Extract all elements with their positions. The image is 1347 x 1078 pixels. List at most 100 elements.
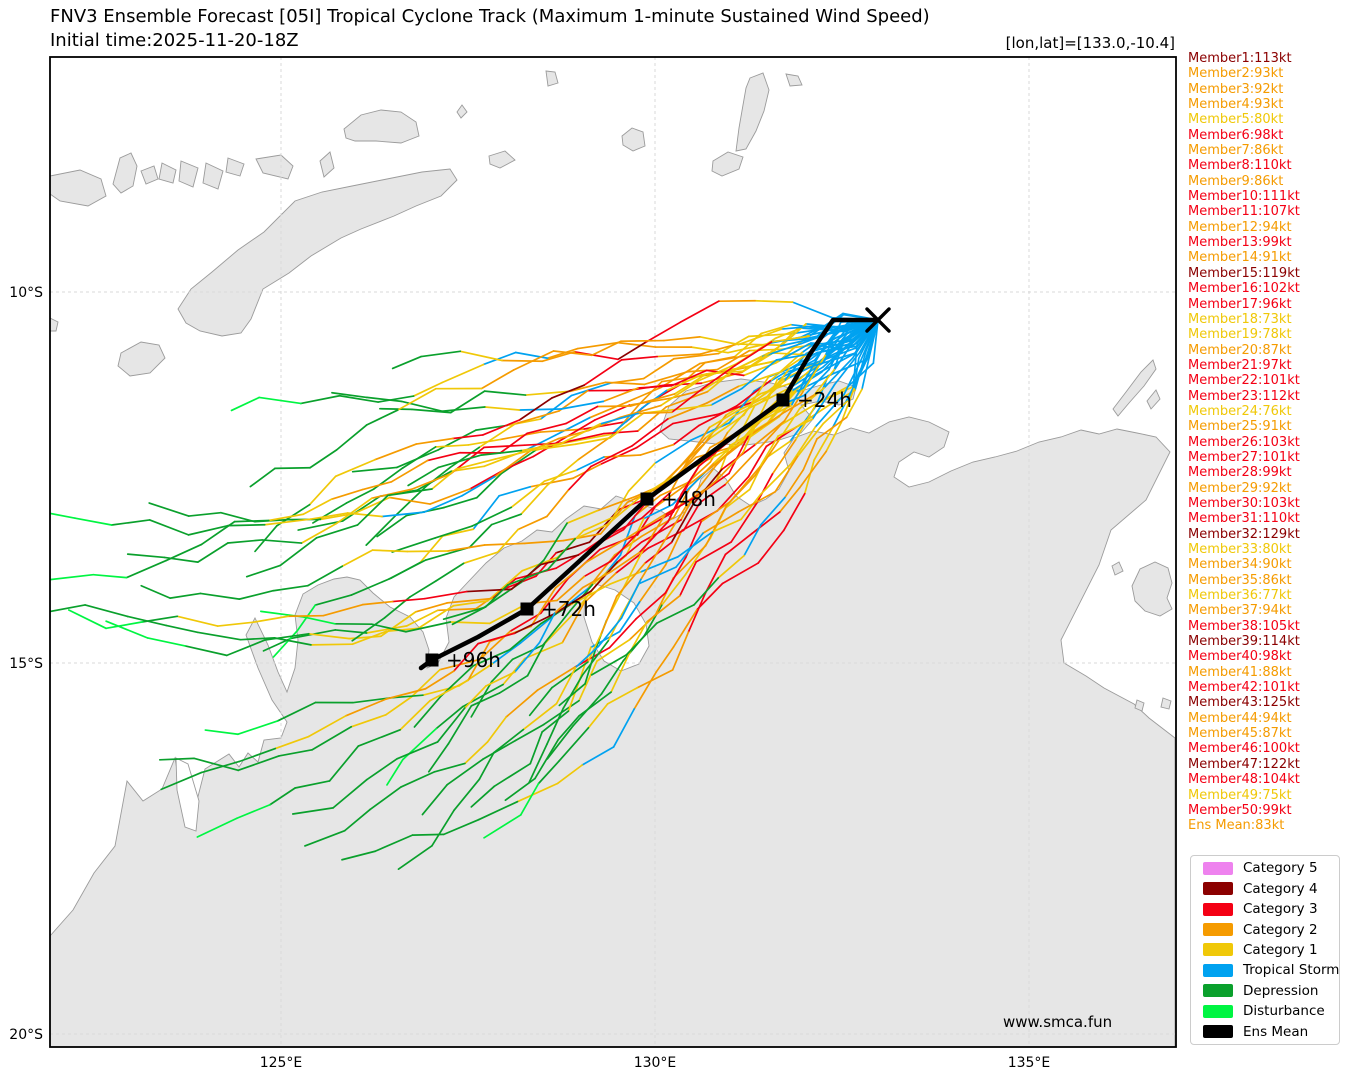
island <box>158 162 177 184</box>
init-time-label: Initial time:2025-11-20-18Z <box>50 30 299 51</box>
island <box>1146 389 1161 410</box>
island <box>1111 561 1124 576</box>
island <box>117 341 166 377</box>
member-wind-entry: Member4:93kt <box>1188 97 1284 113</box>
legend-item: Category 5 <box>1203 859 1339 877</box>
island <box>178 160 199 188</box>
member-wind-entry: Member48:104kt <box>1188 772 1300 788</box>
member-wind-entry: Ens Mean:83kt <box>1188 818 1285 834</box>
legend-label: Depression <box>1243 982 1319 999</box>
member-wind-entry: Member23:112kt <box>1188 388 1300 404</box>
member-wind-entry: Member14:91kt <box>1188 250 1292 266</box>
legend-color-swatch <box>1203 943 1233 957</box>
island <box>456 104 468 119</box>
island <box>50 169 107 207</box>
member-wind-entry: Member30:103kt <box>1188 495 1300 511</box>
forecast-hour-label: +72h <box>541 597 596 621</box>
legend-label: Category 5 <box>1243 860 1318 877</box>
legend-color-swatch <box>1203 1025 1233 1039</box>
forecast-hour-labels: +24h +48h +72h +96h <box>446 388 852 672</box>
member-wind-entry: Member9:86kt <box>1188 173 1284 189</box>
axis-tick-labels: 125°E 130°E 135°E 10°S 15°S 20°S <box>9 285 1050 1071</box>
member-wind-entry: Member43:125kt <box>1188 695 1300 711</box>
member-wind-entry: Member33:80kt <box>1188 542 1292 557</box>
mean-track-point-marker <box>640 492 654 506</box>
member-track <box>245 319 879 578</box>
island <box>140 165 159 185</box>
member-wind-entry: Member41:88kt <box>1188 664 1292 680</box>
member-track <box>105 319 879 657</box>
member-wind-entry: Member8:110kt <box>1188 158 1292 174</box>
member-wind-entry: Member12:94kt <box>1188 219 1292 235</box>
position-readout: [lon,lat]=[133.0,-10.4] <box>1005 34 1175 52</box>
island <box>343 109 420 144</box>
legend-label: Category 3 <box>1243 901 1318 918</box>
member-wind-entry: Member2:93kt <box>1188 66 1284 82</box>
island <box>225 157 245 177</box>
member-wind-entry: Member7:86kt <box>1188 143 1284 159</box>
ensemble-mean-track <box>418 307 891 671</box>
member-wind-entry: Member35:86kt <box>1188 572 1292 588</box>
island <box>735 72 770 152</box>
legend-label: Disturbance <box>1243 1003 1325 1020</box>
member-wind-entry: Member50:99kt <box>1188 802 1292 818</box>
island <box>545 70 559 87</box>
member-wind-entry: Member45:87kt <box>1188 726 1292 742</box>
member-wind-entry: Member15:119kt <box>1188 265 1300 281</box>
member-wind-entry: Member3:92kt <box>1188 81 1284 97</box>
member-wind-entry: Member25:91kt <box>1188 419 1292 435</box>
legend-color-swatch <box>1203 1004 1233 1018</box>
legend-item: Category 1 <box>1203 941 1339 959</box>
island <box>319 151 335 178</box>
member-wind-list: Member1:113kt Member2:93kt Member3:92kt Mem… <box>1188 51 1346 834</box>
forecast-hour-label: +24h <box>797 388 852 412</box>
x-axis-tick: 130°E <box>634 1055 677 1071</box>
legend-label: Category 2 <box>1243 921 1318 938</box>
forecast-hour-label: +96h <box>446 648 501 672</box>
member-wind-entry: Member6:98kt <box>1188 127 1284 143</box>
island <box>1112 359 1157 417</box>
member-wind-entry: Member19:78kt <box>1188 327 1292 343</box>
island <box>1134 699 1145 712</box>
island <box>112 152 138 194</box>
member-track <box>291 319 879 815</box>
member-wind-entry: Member20:87kt <box>1188 342 1292 358</box>
island <box>711 151 744 177</box>
member-wind-entry: Member16:102kt <box>1188 281 1300 297</box>
y-axis-tick: 10°S <box>9 285 43 301</box>
member-wind-entry: Member38:105kt <box>1188 618 1300 634</box>
member-track <box>249 319 879 488</box>
member-wind-entry: Member5:80kt <box>1188 112 1284 128</box>
member-wind-entry: Member17:96kt <box>1188 296 1292 312</box>
watermark: www.smca.fun <box>1003 1013 1113 1031</box>
member-track <box>590 319 879 676</box>
member-wind-entry: Member49:75kt <box>1188 787 1292 803</box>
member-track <box>304 319 879 847</box>
member-wind-entry: Member40:98kt <box>1188 649 1292 665</box>
member-wind-entry: Member34:90kt <box>1188 557 1292 573</box>
legend-item: Disturbance <box>1203 1002 1339 1020</box>
legend-color-swatch <box>1203 861 1233 875</box>
island <box>177 168 458 337</box>
member-wind-entry: Member29:92kt <box>1188 480 1292 496</box>
member-track <box>407 312 879 487</box>
sea-inlet <box>175 757 200 832</box>
gridlines <box>50 57 1176 1047</box>
y-axis-tick: 15°S <box>9 656 43 672</box>
member-wind-entry: Member18:73kt <box>1188 311 1292 327</box>
island <box>50 317 59 332</box>
legend-color-swatch <box>1203 963 1233 977</box>
member-wind-entry: Member10:111kt <box>1188 189 1300 205</box>
member-wind-entry: Member24:76kt <box>1188 403 1292 419</box>
member-wind-entry: Member39:114kt <box>1188 634 1300 650</box>
island <box>1131 561 1173 617</box>
legend-color-swatch <box>1203 882 1233 896</box>
mean-track-point-marker <box>776 393 790 407</box>
member-wind-entry: Member27:101kt <box>1188 449 1300 465</box>
legend-label: Category 1 <box>1243 941 1318 958</box>
initial-position-x-marker <box>865 307 891 333</box>
member-track <box>483 319 879 839</box>
member-track <box>67 319 879 630</box>
legend-item: Category 4 <box>1203 880 1339 898</box>
